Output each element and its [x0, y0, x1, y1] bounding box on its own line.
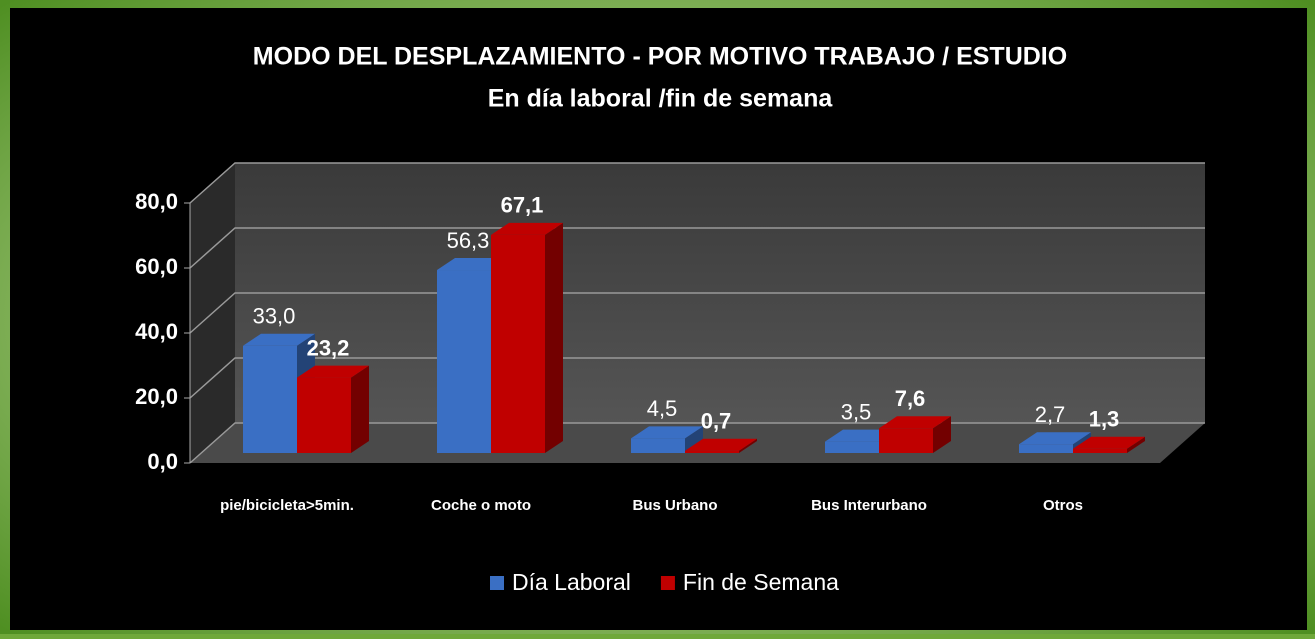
bar	[631, 438, 685, 453]
x-tick-label: Bus Interurbano	[811, 497, 927, 514]
bar	[437, 270, 491, 453]
bar-top	[1019, 432, 1091, 445]
bar-side	[933, 416, 951, 453]
data-label: 23,2	[307, 335, 350, 360]
bar	[1073, 448, 1127, 453]
y-tick-label: 80,0	[135, 189, 178, 214]
bar-top	[631, 426, 703, 439]
y-tick-label: 0,0	[147, 449, 178, 474]
bar-top	[243, 333, 315, 346]
data-label: 0,7	[701, 409, 732, 434]
grid-line	[189, 227, 1205, 269]
bar	[491, 234, 545, 453]
legend-swatch	[660, 576, 675, 590]
bar	[685, 450, 739, 453]
grid-line	[189, 357, 1205, 399]
bar-top	[297, 365, 369, 378]
grid-line	[189, 422, 1205, 464]
x-tick-label: pie/bicicleta>5min.	[220, 497, 354, 514]
bar	[1019, 444, 1073, 453]
bar-top	[879, 416, 951, 429]
x-tick-label: Otros	[1043, 497, 1083, 514]
bar-top	[1073, 436, 1145, 449]
y-tick-label: 40,0	[135, 319, 178, 344]
bar-side	[1127, 436, 1145, 453]
legend-label: Fin de Semana	[683, 569, 839, 595]
chart-subtitle: En día laboral /fin de semana	[488, 85, 834, 113]
bar-side	[739, 438, 757, 453]
bar	[879, 428, 933, 453]
bar-top	[685, 438, 757, 451]
bar-side	[685, 426, 703, 453]
data-label: 4,5	[647, 396, 678, 421]
y-tick-label: 20,0	[135, 384, 178, 409]
data-label: 1,3	[1089, 407, 1120, 432]
grid-line	[189, 292, 1205, 334]
data-label: 56,3	[447, 228, 490, 253]
data-label: 33,0	[253, 304, 296, 329]
bar-side	[351, 365, 369, 453]
bar	[297, 377, 351, 453]
bar	[825, 441, 879, 453]
data-label: 3,5	[841, 399, 872, 424]
bar-side	[545, 222, 563, 453]
legend-label: Día Laboral	[512, 569, 631, 595]
x-tick-label: Bus Urbano	[632, 497, 717, 514]
y-tick-label: 60,0	[135, 254, 178, 279]
data-label: 67,1	[501, 193, 544, 218]
legend-swatch	[490, 576, 504, 590]
data-label: 2,7	[1035, 402, 1066, 427]
bar	[243, 345, 297, 453]
chart-title: MODO DEL DESPLAZAMIENTO - POR MOTIVO TRA…	[253, 43, 1067, 71]
data-label: 7,6	[895, 386, 926, 411]
x-tick-label: Coche o moto	[431, 497, 531, 514]
grid-line	[189, 162, 1205, 204]
bar-top	[491, 222, 563, 235]
